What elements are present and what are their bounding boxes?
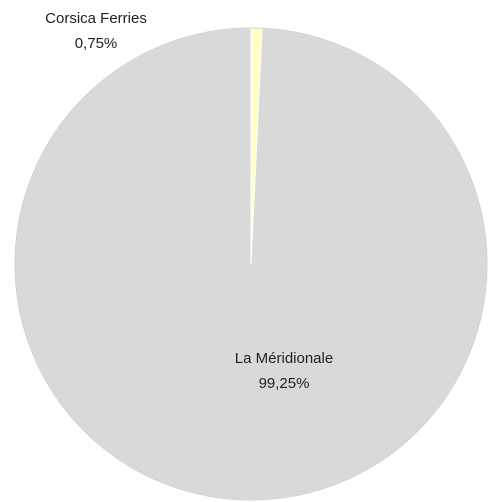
slice-label-la-meridionale-value: 99,25% — [259, 375, 310, 392]
slice-label-corsica-ferries-name: Corsica Ferries — [45, 10, 147, 27]
pie-slice-la-m-ridionale — [14, 27, 488, 501]
pie-outline — [14, 27, 488, 501]
slice-label-la-meridionale-name: La Méridionale — [235, 350, 333, 367]
slice-label-corsica-ferries-value: 0,75% — [75, 35, 118, 52]
pie-slices — [14, 27, 488, 501]
